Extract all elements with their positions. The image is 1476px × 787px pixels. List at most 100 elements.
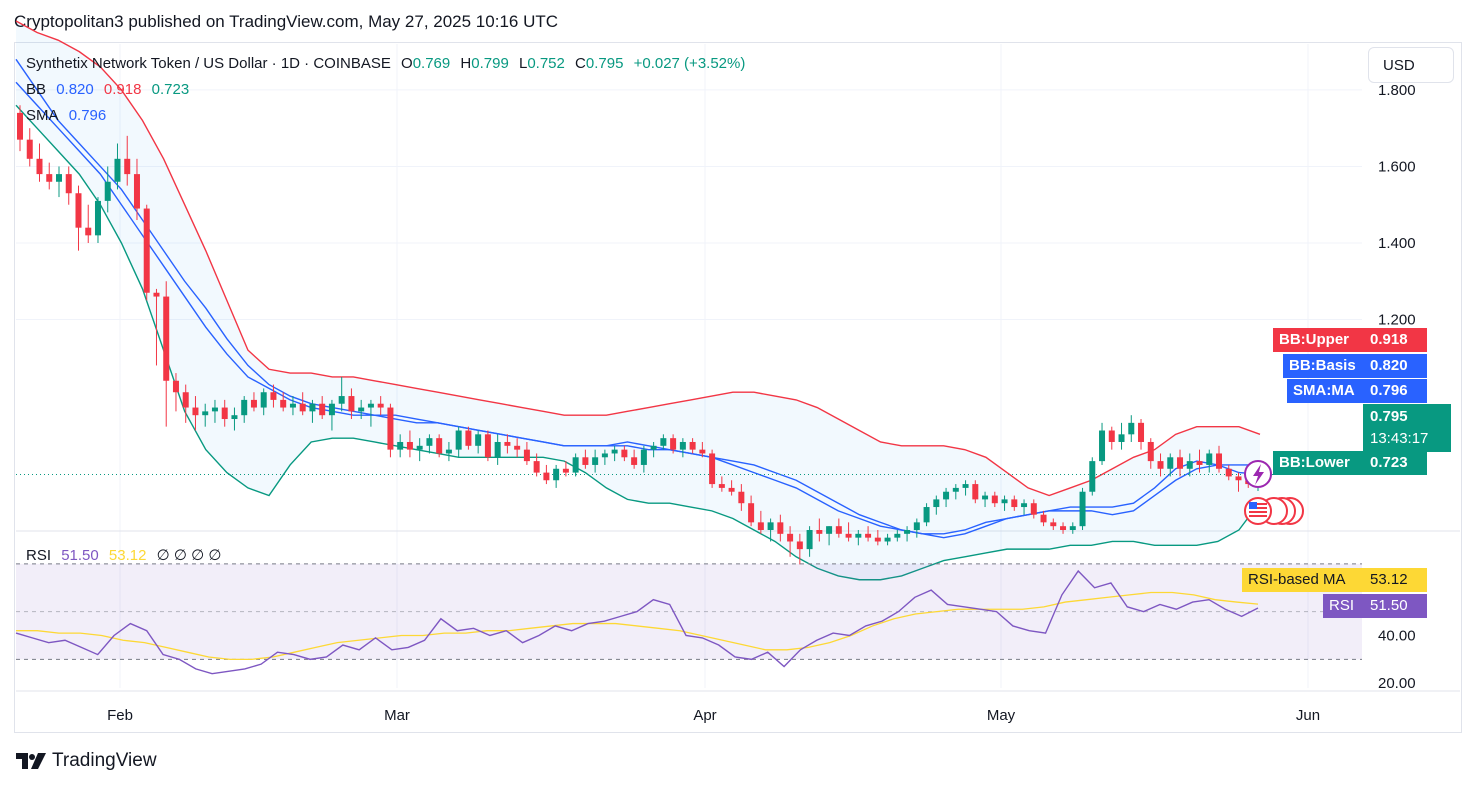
rsi-ma-tag-value: 53.12: [1363, 568, 1427, 592]
rsi-ma-line: [16, 591, 1259, 661]
us-flag-stripe: [1249, 507, 1267, 509]
candle-body: [689, 441, 696, 450]
candle-body: [1079, 491, 1086, 527]
candle-body: [621, 449, 628, 458]
candle-body: [309, 403, 316, 412]
time-tick-label: Apr: [693, 707, 716, 724]
candle-body: [1206, 453, 1213, 465]
candle-body: [1011, 499, 1018, 508]
price-tick-label: 1.200: [1378, 312, 1416, 329]
candle-body: [1118, 434, 1125, 442]
candle-body: [845, 533, 852, 538]
candle-body: [991, 495, 998, 504]
candle-body: [172, 380, 179, 393]
tradingview-logo[interactable]: TradingView: [16, 750, 157, 772]
candle-body: [133, 174, 140, 209]
candle-body: [601, 453, 608, 458]
candle-body: [738, 491, 745, 504]
sma-line: [15, 81, 1261, 535]
chart-frame: [14, 42, 1462, 733]
candle-body: [250, 399, 257, 408]
candle-body: [1040, 514, 1047, 523]
candle-body: [192, 407, 199, 416]
time-tick-label: Feb: [107, 707, 133, 724]
candle-body: [1235, 476, 1242, 481]
sma-label: SMA: [26, 107, 59, 124]
candle-body: [26, 139, 33, 159]
candle-body: [562, 468, 569, 473]
bb-lower-tag-value: 0.723: [1363, 451, 1427, 475]
candle-body: [533, 461, 540, 473]
high-label: H: [460, 55, 472, 72]
candle-body: [962, 484, 969, 488]
candle-body: [143, 208, 150, 293]
rsi-pane: [15, 563, 1362, 675]
bb-legend[interactable]: BB 0.820 0.918 0.723: [26, 81, 195, 98]
rsi-tick-label: 40.00: [1378, 627, 1416, 644]
us-flag-canton: [1249, 502, 1257, 509]
candle-body: [806, 530, 813, 550]
event-icons: [1244, 460, 1304, 525]
currency-button[interactable]: USD: [1368, 47, 1454, 83]
candle-body: [884, 537, 891, 542]
lightning-icon: [1244, 460, 1272, 488]
low-value: 0.752: [527, 55, 565, 72]
candle-body: [46, 174, 53, 182]
footer-brand: TradingView: [52, 750, 157, 771]
candle-body: [748, 503, 755, 523]
price-tick-label: 1.600: [1378, 158, 1416, 175]
candle-body: [299, 403, 306, 412]
candle-body: [231, 415, 238, 420]
rsi-legend[interactable]: RSI 51.50 53.12 ∅ ∅ ∅ ∅: [26, 546, 227, 564]
candle-body: [855, 533, 862, 538]
candle-body: [1157, 461, 1164, 469]
candle-body: [796, 541, 803, 550]
bb-label: BB: [26, 81, 47, 98]
sma-value: 0.796: [68, 107, 107, 124]
candle-body: [202, 411, 209, 416]
open-value: 0.769: [412, 55, 451, 72]
candle-body: [816, 530, 823, 534]
candle-body: [94, 200, 101, 236]
time-tick-label: Jun: [1296, 707, 1320, 724]
candle-body: [436, 438, 443, 454]
candle-body: [75, 193, 82, 228]
candle-body: [377, 403, 384, 408]
candle-body: [367, 403, 374, 408]
candle-body: [787, 533, 794, 542]
candle-body: [260, 392, 267, 408]
candle-body: [923, 507, 930, 523]
rsi-ma-tag-label: RSI-based MA: [1242, 568, 1363, 592]
tradingview-logo-icon: [16, 753, 46, 769]
sma-legend[interactable]: SMA 0.796: [26, 107, 112, 124]
symbol-name: Synthetix Network Token / US Dollar · 1D…: [26, 55, 391, 72]
candle-body: [904, 530, 911, 534]
time-tick-label: May: [987, 707, 1016, 724]
candle-body: [826, 526, 833, 534]
bb-band-fill: [16, 21, 1260, 580]
candle-body: [348, 396, 355, 412]
price-tick-label: 1.800: [1378, 82, 1416, 99]
rsi-tag-value: 51.50: [1363, 594, 1427, 618]
bb-lower-value: 0.723: [151, 81, 190, 98]
candle-body: [387, 407, 394, 450]
candle-body: [699, 449, 706, 454]
candle-body: [709, 453, 716, 485]
candle-body: [835, 526, 842, 534]
grid-lines: [16, 44, 1460, 692]
low-label: L: [518, 55, 528, 72]
candle-body: [952, 487, 959, 492]
candlesticks: [17, 105, 1261, 565]
rsi-line: [15, 569, 1259, 675]
candle-body: [631, 457, 638, 465]
candle-body: [523, 449, 530, 462]
candle-body: [124, 158, 131, 175]
high-value: 0.799: [471, 55, 509, 72]
candle-body: [757, 522, 764, 530]
candle-body: [319, 403, 326, 416]
candle-body: [1089, 461, 1096, 492]
candle-body: [65, 174, 72, 194]
last-price-tag: 0.795 13:43:17: [1363, 404, 1451, 452]
candle-body: [894, 533, 901, 538]
